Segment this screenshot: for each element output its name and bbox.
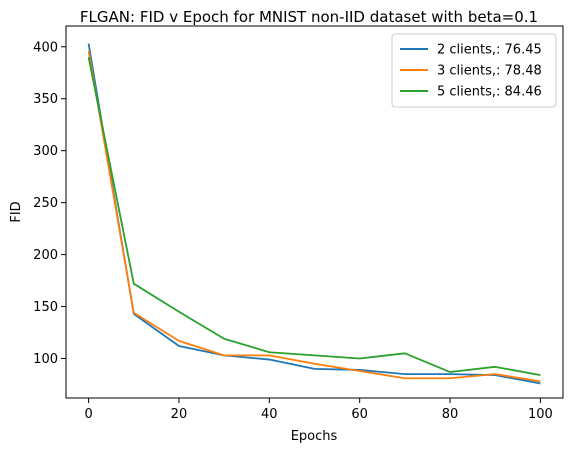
series-line-1	[87, 43, 541, 385]
x-tick-label: 20	[171, 407, 188, 422]
legend: 2 clients,: 76.45 3 clients,: 78.48 5 clie…	[391, 33, 557, 108]
x-tick-label: 0	[84, 407, 92, 422]
x-tick-label: 80	[442, 407, 459, 422]
y-axis-label: FID	[9, 201, 24, 222]
legend-box	[391, 33, 557, 108]
x-tick-label: 100	[528, 407, 553, 422]
legend-entry-3: 5 clients,: 84.46	[437, 85, 542, 100]
legend-entry-2: 3 clients,: 78.48	[437, 64, 542, 79]
y-tick-label: 150	[33, 300, 58, 315]
y-tick-label: 350	[33, 92, 58, 107]
y-tick-label: 100	[33, 352, 58, 367]
plot-frame	[65, 25, 564, 399]
series-line-3	[87, 56, 541, 377]
y-tick-label: 400	[33, 40, 58, 55]
x-tick-label: 60	[351, 407, 368, 422]
y-tick-label: 250	[33, 196, 58, 211]
y-tick-label: 300	[33, 144, 58, 159]
x-axis-label: Epochs	[291, 429, 338, 444]
y-tick-label: 200	[33, 248, 58, 263]
x-tick-label: 40	[261, 407, 278, 422]
chart-title: FLGAN: FID v Epoch for MNIST non-IID dat…	[80, 8, 538, 26]
legend-entry-1: 2 clients,: 76.45	[437, 43, 542, 58]
series-line-2	[87, 50, 541, 383]
